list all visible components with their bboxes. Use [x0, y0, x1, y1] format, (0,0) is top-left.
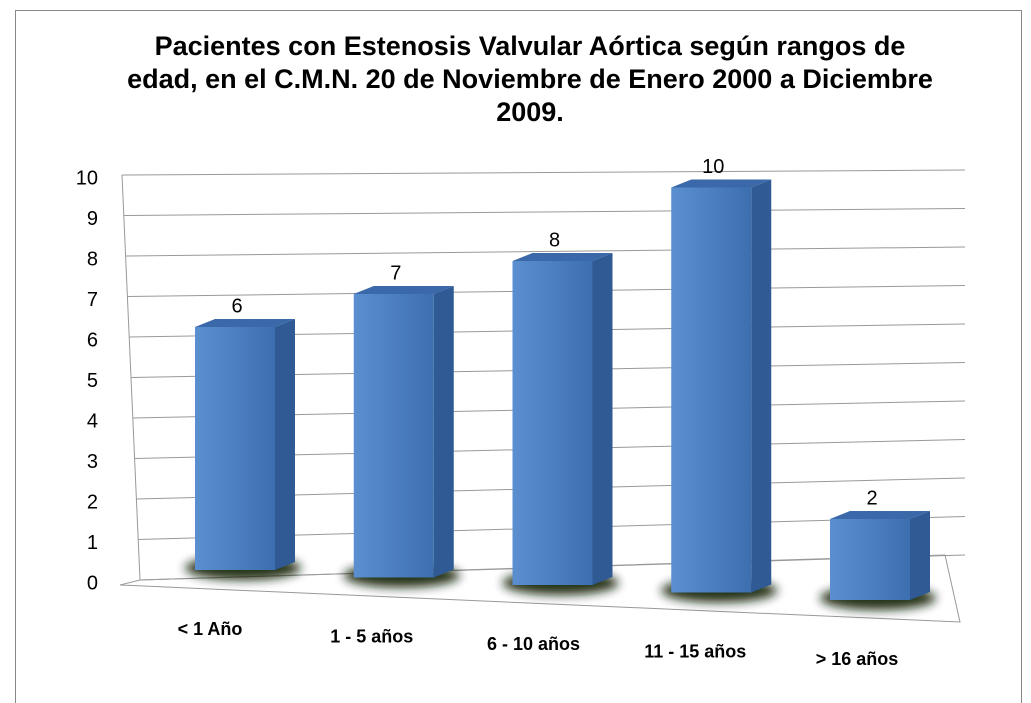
- y-tick-label: 0: [87, 572, 98, 594]
- bar-top: [830, 511, 930, 519]
- x-tick-label: 1 - 5 años: [330, 626, 413, 646]
- chart-title: Pacientes con Estenosis Valvular Aórtica…: [127, 31, 933, 127]
- bar-side: [433, 286, 454, 578]
- bar: [195, 319, 295, 570]
- x-tick-label: < 1 Año: [178, 619, 243, 639]
- x-tick-label: > 16 años: [816, 649, 899, 669]
- data-label: 2: [866, 487, 877, 509]
- x-tick-label: 11 - 15 años: [644, 641, 746, 661]
- y-tick-label: 4: [87, 410, 98, 432]
- y-tick-label: 1: [87, 532, 98, 554]
- bar-side: [592, 253, 613, 585]
- y-tick-label: 2: [87, 491, 98, 513]
- bar-top: [671, 179, 772, 188]
- bar-top: [512, 253, 613, 261]
- grid-line: [125, 246, 966, 257]
- y-tick-label: 5: [87, 370, 98, 392]
- data-label: 7: [390, 262, 401, 284]
- bar-side: [275, 319, 295, 570]
- y-tick-label: 8: [87, 248, 98, 270]
- chart-frame: [15, 10, 1022, 703]
- bar-front: [671, 187, 752, 593]
- bar-side: [751, 179, 772, 593]
- data-label: 10: [702, 156, 724, 178]
- grid-line: [121, 169, 966, 176]
- bar-front: [830, 519, 910, 600]
- bar-top: [195, 319, 295, 327]
- bar-front: [353, 294, 434, 578]
- bar: [830, 511, 930, 600]
- data-label: 8: [549, 229, 560, 251]
- data-label: 6: [231, 295, 242, 317]
- bar: [671, 179, 772, 593]
- bar-side: [910, 511, 930, 600]
- y-tick-label: 10: [76, 167, 98, 189]
- y-tick-label: 9: [87, 208, 98, 230]
- x-tick-label: 6 - 10 años: [487, 634, 580, 654]
- grid-line: [123, 208, 966, 216]
- bar-front: [195, 327, 275, 570]
- y-tick-label: 6: [87, 329, 98, 351]
- bar: [512, 253, 613, 585]
- bar: [353, 286, 454, 578]
- y-tick-label: 3: [87, 451, 98, 473]
- bar-front: [512, 261, 593, 585]
- y-tick-label: 7: [87, 289, 98, 311]
- bar-top: [353, 286, 454, 294]
